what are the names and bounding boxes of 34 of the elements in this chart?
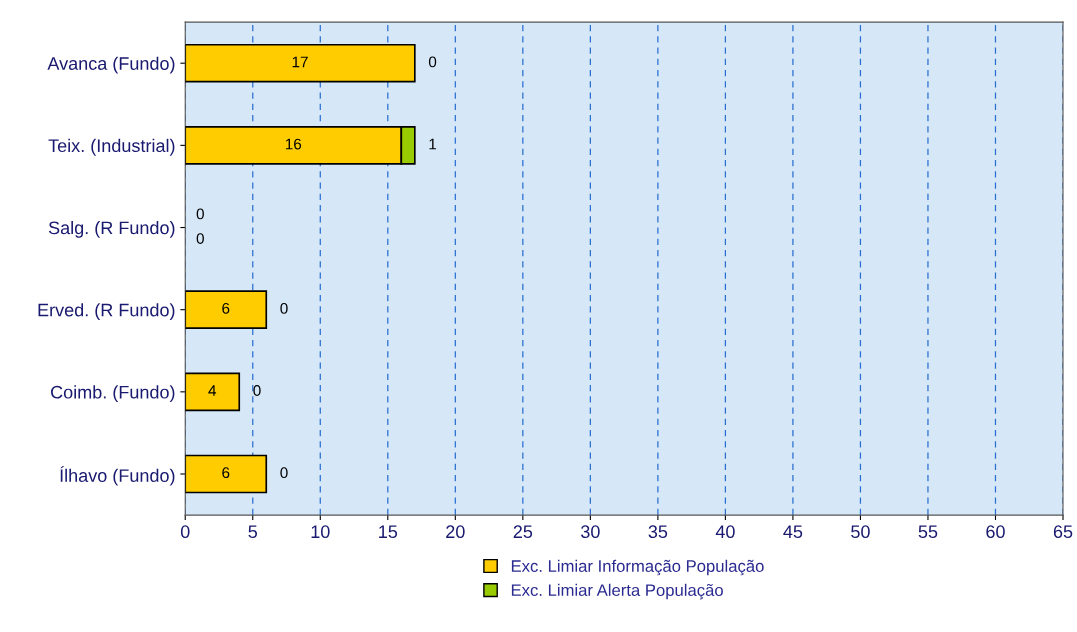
x-tick-label: 10 (311, 525, 330, 539)
data-label: 16 (285, 138, 302, 150)
data-label: 6 (222, 302, 230, 314)
data-label: 17 (292, 56, 308, 68)
x-tick-label: 65 (1053, 525, 1073, 539)
legend-label: Exc. Limiar Alerta População (511, 583, 723, 600)
y-tick-label: Teix. (Industrial) (48, 138, 175, 156)
x-tick-label: 15 (379, 525, 398, 539)
x-tick-label: 55 (918, 525, 938, 539)
legend-label: Exc. Limiar Informação População (511, 559, 764, 576)
x-tick-label: 60 (986, 525, 1005, 539)
data-label: 0 (428, 56, 437, 68)
y-tick-label: Ílhavo (Fundo) (60, 466, 175, 486)
x-tick-label: 0 (180, 525, 190, 539)
y-tick-label: Avanca (Fundo) (47, 56, 175, 74)
x-tick-label: 40 (715, 525, 735, 539)
data-label: 0 (253, 385, 261, 396)
data-label: 6 (222, 467, 230, 479)
y-tick-label: Erved. (R Fundo) (38, 303, 175, 320)
y-tick-label: Salg. (R Fundo) (48, 220, 175, 238)
data-label: 1 (429, 138, 437, 150)
data-label: 0 (196, 208, 204, 220)
x-tick-label: 30 (581, 525, 600, 539)
x-tick-label: 20 (446, 525, 465, 539)
x-tick-label: 50 (851, 525, 870, 539)
x-tick-label: 25 (513, 525, 533, 539)
x-tick-label: 5 (248, 525, 258, 539)
data-label: 4 (208, 385, 217, 396)
data-label: 0 (280, 302, 288, 314)
data-label: 0 (280, 467, 288, 479)
y-tick-label: Coimb. (Fundo) (51, 385, 175, 403)
x-tick-label: 45 (783, 525, 803, 539)
data-label: 0 (196, 233, 204, 244)
x-tick-label: 35 (648, 525, 668, 539)
